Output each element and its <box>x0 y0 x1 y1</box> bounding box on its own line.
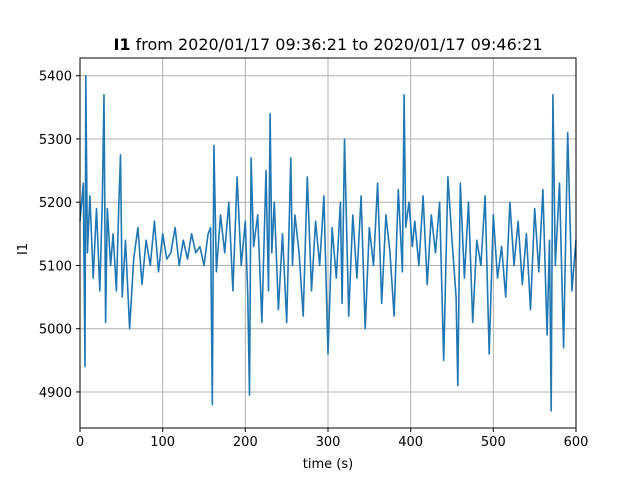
y-axis-label: I1 <box>16 243 31 255</box>
x-tick-label: 400 <box>398 435 423 450</box>
y-tick-label: 5300 <box>39 133 72 148</box>
chart-title-rest: from 2020/01/17 09:36:21 to 2020/01/17 0… <box>131 35 543 54</box>
x-axis-label: time (s) <box>303 457 353 472</box>
chart-title-bold: I1 <box>113 35 130 54</box>
series-layer <box>79 74 577 412</box>
y-tick-label: 5100 <box>39 259 72 274</box>
x-tick-label: 0 <box>76 435 84 450</box>
y-tick-label: 5400 <box>39 70 72 85</box>
chart-title: I1 from 2020/01/17 09:36:21 to 2020/01/1… <box>113 35 542 54</box>
x-tick-label: 600 <box>564 435 589 450</box>
x-tick-label: 200 <box>233 435 258 450</box>
x-tick-label: 300 <box>316 435 341 450</box>
series-line <box>79 74 577 412</box>
y-tick-label: 4900 <box>39 386 72 401</box>
x-tick-label: 100 <box>150 435 175 450</box>
y-tick-label: 5000 <box>39 323 72 338</box>
x-tick-label: 500 <box>481 435 506 450</box>
y-tick-label: 5200 <box>39 196 72 211</box>
ticks: 0 100 200 300 400 500 600 4900 5000 5100 5200 5300 5… <box>39 70 589 450</box>
